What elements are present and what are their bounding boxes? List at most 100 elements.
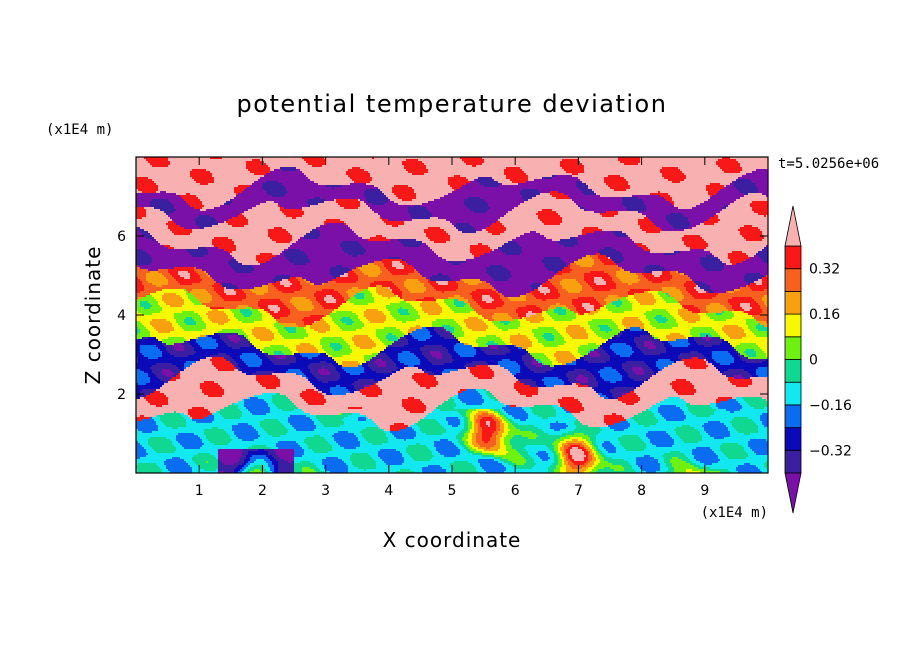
field-cell [566, 409, 585, 412]
field-cell [138, 265, 231, 268]
field-cell [486, 447, 491, 450]
field-cell [540, 233, 583, 236]
field-cell [608, 175, 621, 178]
field-cell [546, 355, 555, 358]
field-cell [332, 311, 337, 314]
field-cell [396, 365, 409, 368]
field-cell [624, 269, 645, 272]
field-cell [764, 325, 768, 328]
field-cell [564, 337, 573, 340]
field-cell [596, 435, 623, 438]
field-cell [570, 263, 577, 266]
field-cell [538, 391, 597, 394]
field-cell [438, 383, 515, 386]
field-cell [138, 277, 147, 280]
field-cell [510, 271, 555, 274]
field-cell [286, 427, 295, 430]
field-cell [542, 177, 553, 180]
field-cell [742, 261, 765, 264]
field-cell [326, 219, 341, 222]
field-cell [198, 313, 207, 316]
field-cell [484, 199, 525, 202]
field-cell [320, 353, 327, 356]
field-cell [504, 173, 527, 176]
field-cell [648, 437, 673, 440]
field-cell [664, 197, 673, 200]
field-cell [748, 403, 768, 406]
field-cell [228, 237, 271, 240]
field-cell [632, 283, 685, 286]
field-cell [382, 341, 395, 344]
field-cell [392, 281, 405, 284]
field-cell [406, 337, 415, 340]
field-cell [486, 361, 499, 364]
field-cell [542, 259, 563, 262]
field-cell [610, 355, 621, 358]
field-cell [340, 305, 387, 308]
field-cell [162, 343, 167, 346]
field-cell [722, 337, 731, 340]
field-cell [260, 339, 273, 342]
field-cell [636, 345, 645, 348]
field-cell [446, 231, 463, 234]
field-cell [304, 237, 319, 240]
field-cell [530, 285, 541, 288]
field-cell [554, 309, 567, 312]
field-cell [274, 227, 283, 230]
field-cell [544, 223, 561, 226]
field-cell [292, 283, 301, 286]
field-cell [260, 159, 305, 162]
field-cell [510, 439, 557, 442]
field-cell [700, 235, 743, 238]
field-cell [602, 445, 615, 448]
field-cell [450, 221, 497, 224]
field-cell [634, 295, 655, 298]
field-cell [384, 221, 405, 224]
field-cell [582, 443, 587, 446]
field-cell [732, 397, 737, 400]
field-cell [694, 281, 703, 284]
field-cell [240, 311, 253, 314]
field-cell [550, 291, 559, 294]
field-cell [568, 443, 583, 446]
field-cell [702, 237, 745, 240]
field-cell [548, 279, 563, 282]
field-cell [424, 417, 447, 420]
field-cell [544, 293, 547, 296]
field-cell [136, 391, 141, 394]
field-cell [310, 371, 319, 374]
field-cell [364, 195, 387, 198]
field-cell [456, 321, 465, 324]
field-cell [528, 199, 573, 202]
field-cell [504, 409, 525, 412]
field-cell [456, 351, 477, 354]
field-cell [698, 291, 707, 294]
field-cell [278, 205, 281, 208]
field-cell [168, 215, 199, 218]
field-cell [584, 227, 599, 230]
field-cell [312, 383, 353, 386]
field-cell [260, 421, 281, 424]
field-cell [678, 271, 768, 274]
field-cell [760, 273, 768, 276]
field-cell [224, 307, 237, 310]
field-cell [614, 351, 635, 354]
field-cell [250, 345, 255, 348]
field-cell [316, 227, 351, 230]
field-cell [660, 195, 671, 198]
field-cell [476, 351, 485, 354]
field-cell [246, 373, 253, 376]
field-cell [276, 255, 285, 258]
field-cell [586, 329, 593, 332]
field-cell [630, 327, 641, 330]
field-cell [602, 305, 605, 308]
field-cell [754, 421, 763, 424]
field-cell [136, 199, 153, 202]
field-cell [638, 395, 768, 398]
field-cell [148, 281, 169, 284]
field-cell [710, 405, 717, 408]
field-cell [290, 261, 311, 264]
field-cell [552, 369, 575, 372]
field-cell [222, 285, 237, 288]
field-cell [170, 321, 177, 324]
